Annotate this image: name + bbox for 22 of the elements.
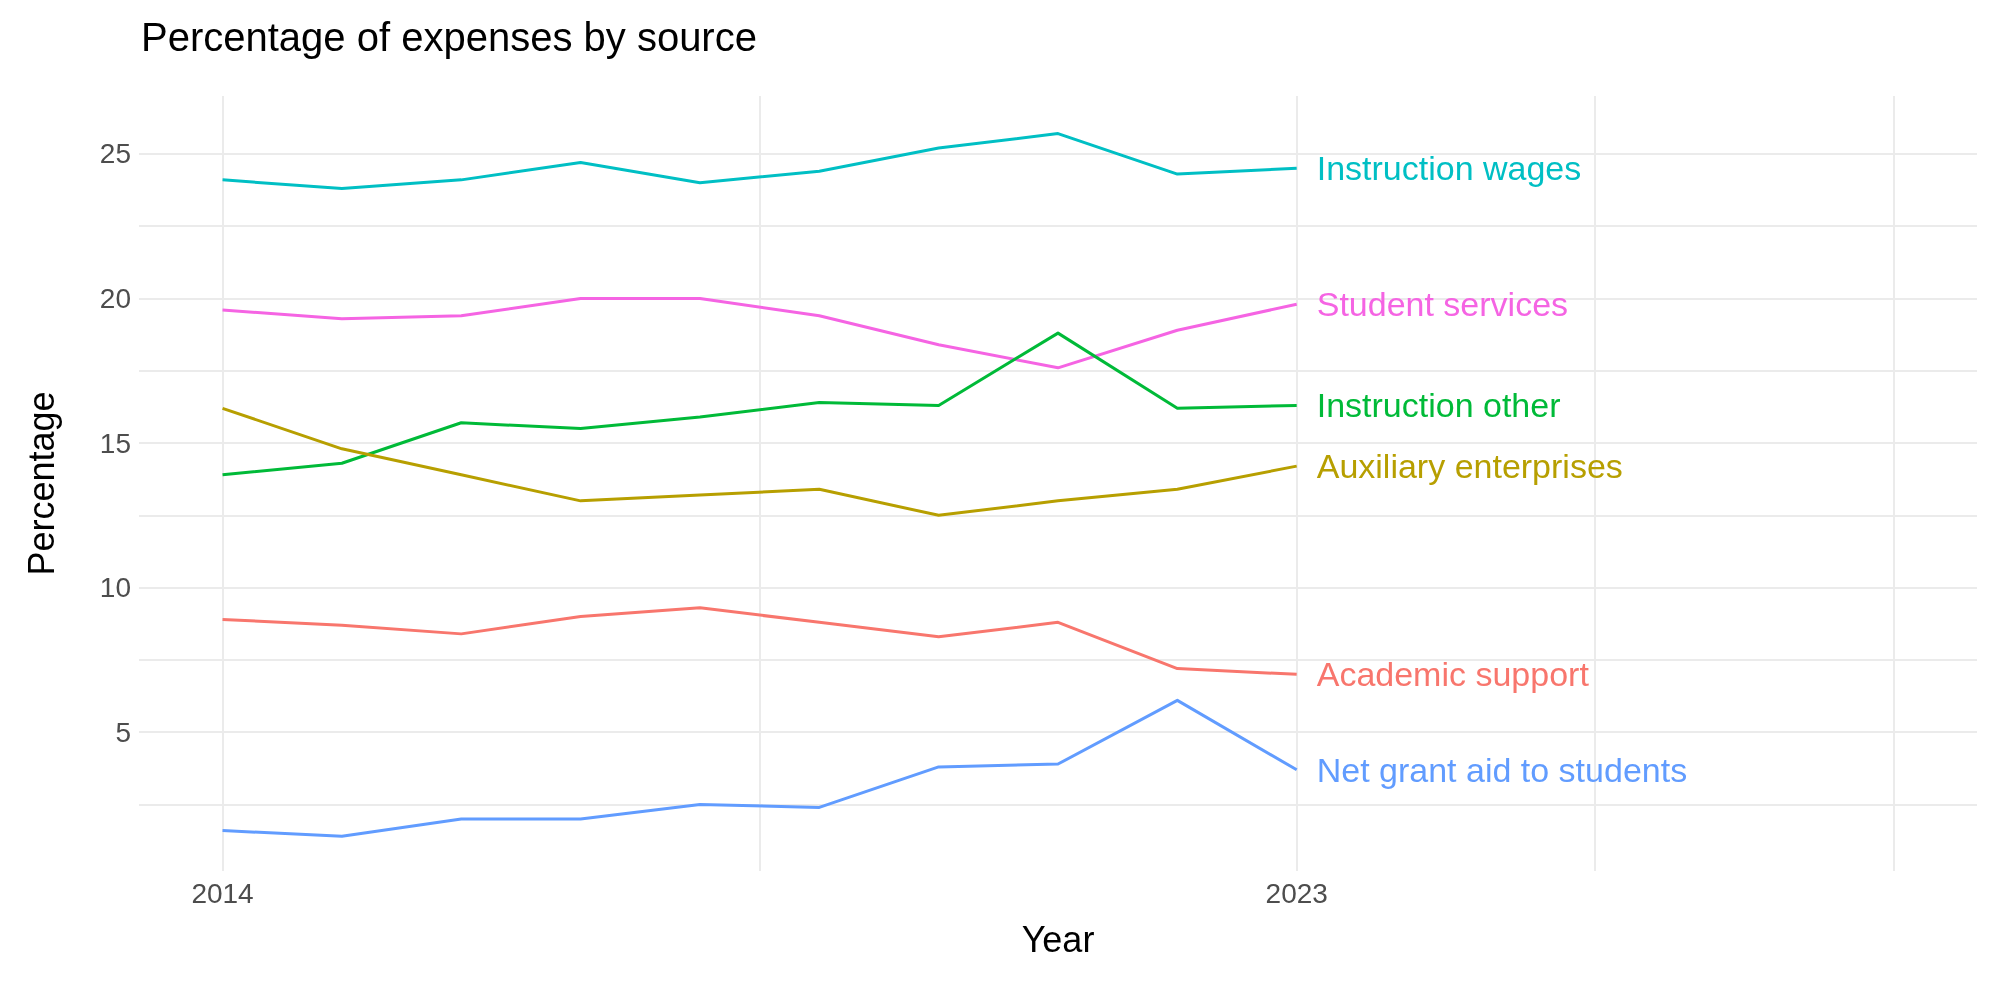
- y-tick-label: 20: [99, 282, 131, 314]
- series-label: Instruction other: [1316, 386, 1561, 425]
- line-series: [221, 406, 1299, 517]
- line-series: [221, 132, 1299, 191]
- x-axis-title: Year: [1021, 918, 1095, 960]
- series-label: Net grant aid to students: [1316, 750, 1688, 789]
- y-tick-label: 5: [115, 716, 131, 748]
- series-label: Instruction wages: [1316, 149, 1582, 188]
- line-series: [221, 606, 1299, 676]
- line-series: [221, 296, 1299, 370]
- chart-title: Percentage of expenses by source: [141, 15, 757, 59]
- y-tick-label: 10: [99, 572, 131, 604]
- series-label: Auxiliary enterprises: [1316, 447, 1623, 486]
- series-label: Student services: [1316, 285, 1569, 324]
- y-tick-label: 15: [99, 427, 131, 459]
- x-tick-label: 2014: [191, 877, 254, 909]
- x-tick-label: 2023: [1265, 877, 1328, 909]
- y-tick-label: 25: [99, 138, 131, 170]
- series-label: Academic support: [1316, 655, 1590, 694]
- y-axis-title: Percentage: [20, 391, 62, 576]
- line-series: [221, 698, 1299, 838]
- line-series: [221, 331, 1299, 477]
